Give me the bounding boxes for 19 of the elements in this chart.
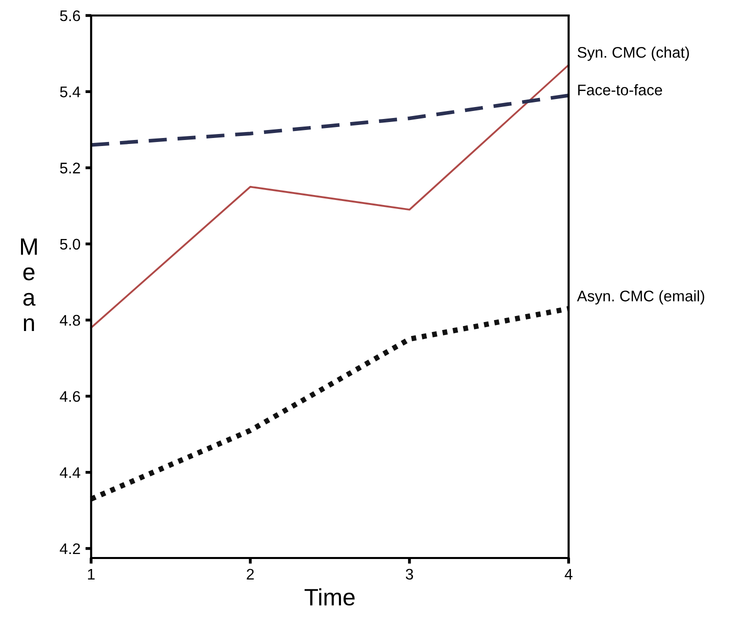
x-tick-label: 2 (246, 568, 254, 580)
line-series (89, 94, 570, 147)
x-axis-title: Time (304, 588, 355, 606)
y-tick-label: 4.2 (60, 543, 80, 554)
y-axis-title: Mean (21, 238, 37, 332)
y-tick-label: 5.2 (60, 162, 80, 174)
line-series (90, 64, 570, 329)
y-tick-label: 5.0 (60, 238, 80, 250)
y-tick-label: 5.6 (60, 10, 80, 22)
y-tick-label: 5.4 (60, 86, 80, 98)
series-label: Syn. CMC (chat) (578, 46, 689, 61)
series-label: Asyn. CMC (email) (576, 290, 704, 304)
series-label: Face-to-face (578, 84, 662, 96)
y-tick-label: 4.4 (60, 467, 80, 478)
y-tick-label: 4.6 (60, 391, 80, 402)
y-tick-label: 4.8 (60, 314, 80, 326)
x-tick-label: 1 (88, 568, 95, 580)
x-tick-label: 4 (564, 568, 572, 580)
x-tick-label: 3 (406, 568, 414, 580)
